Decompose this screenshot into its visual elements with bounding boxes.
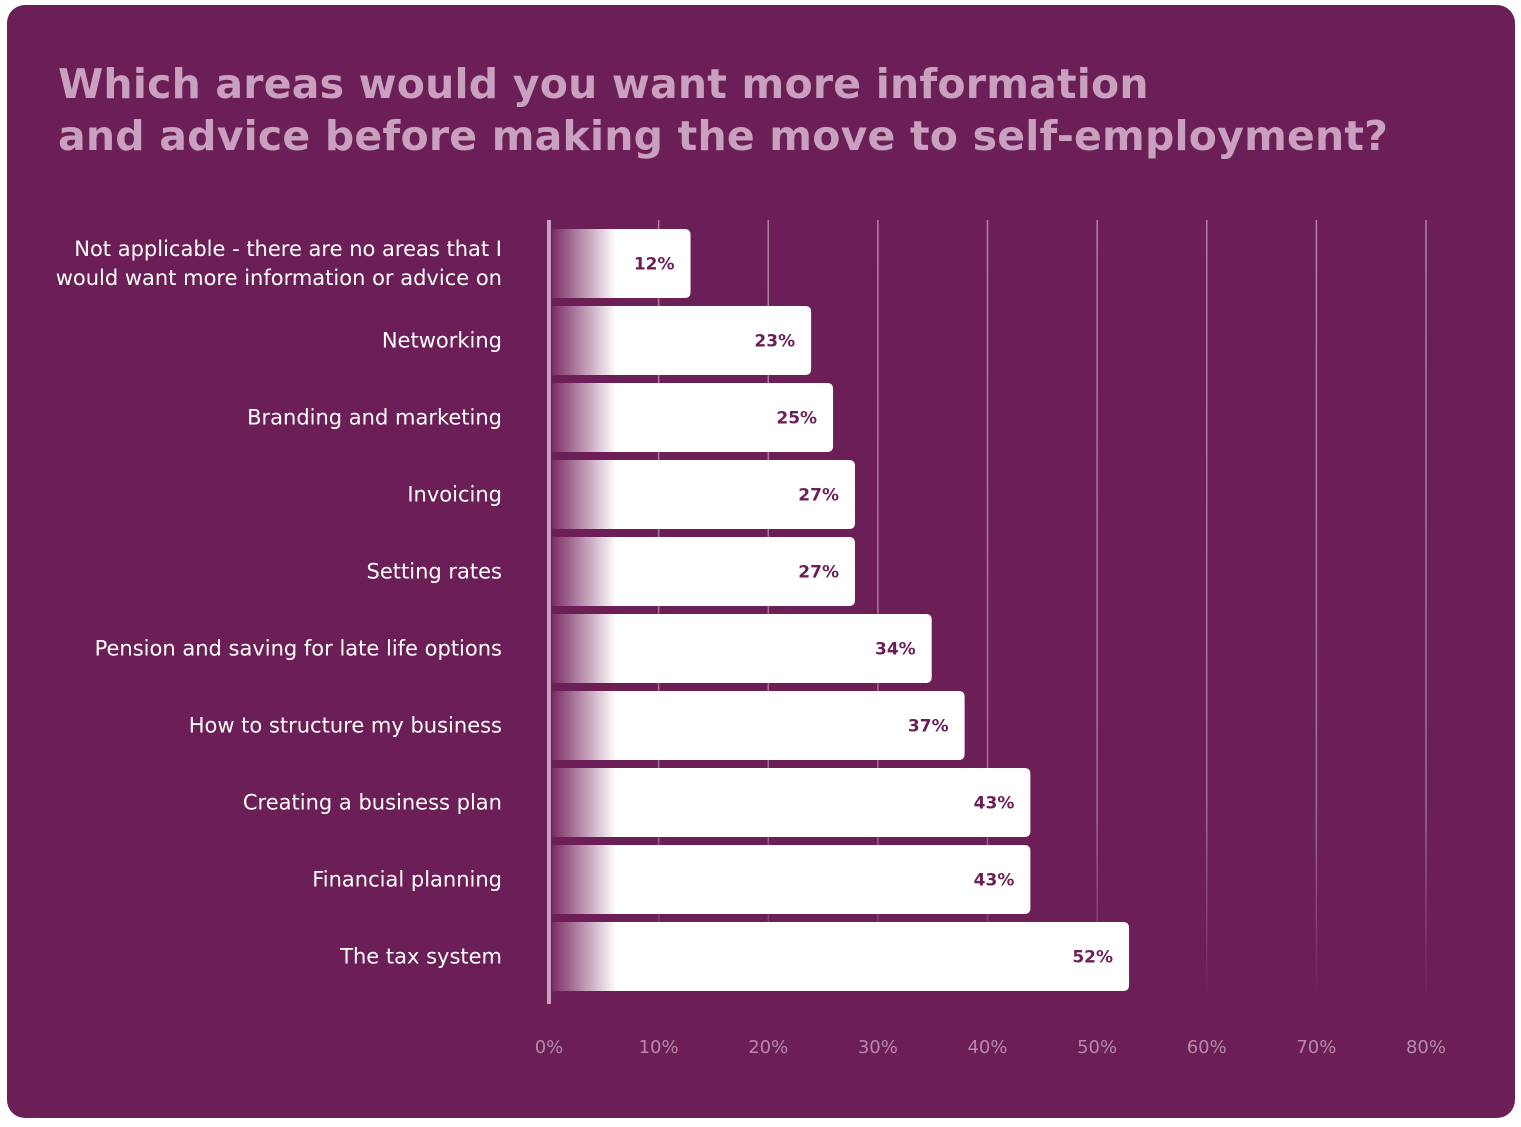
- bar-gradient: [552, 691, 616, 760]
- value-label: 43%: [974, 794, 1015, 814]
- title-line-2: and advice before making the move to sel…: [58, 112, 1389, 160]
- category-label: The tax system: [339, 945, 502, 969]
- bar-gradient: [552, 229, 616, 298]
- value-label: 27%: [798, 486, 839, 506]
- category-label: Pension and saving for late life options: [95, 637, 502, 661]
- category-label: How to structure my business: [189, 714, 502, 738]
- value-label: 27%: [798, 563, 839, 583]
- title-line-1: Which areas would you want more informat…: [58, 60, 1149, 108]
- bar-gradient: [552, 537, 616, 606]
- bar-gradient: [552, 845, 616, 914]
- gridlines: [657, 220, 1427, 1000]
- bar-gradient: [552, 768, 616, 837]
- bar: [552, 460, 855, 529]
- bar: [552, 383, 834, 452]
- gridline: [877, 220, 879, 1000]
- gridline: [1425, 220, 1427, 1000]
- category-label: Setting rates: [367, 560, 502, 584]
- category-label: Not applicable - there are no areas that…: [74, 237, 502, 261]
- x-tick-label: 0%: [535, 1037, 564, 1058]
- category-label: Invoicing: [407, 483, 502, 507]
- bars: 12% 23% 25% 27% 27% 34% 37% 43% 43% 52%: [552, 229, 1130, 991]
- value-label: 34%: [875, 640, 916, 660]
- x-tick-label: 50%: [1077, 1037, 1117, 1058]
- value-label: 43%: [974, 871, 1015, 891]
- bar: [552, 614, 932, 683]
- gridline: [1096, 220, 1098, 1000]
- x-tick-label: 10%: [639, 1037, 679, 1058]
- x-axis-ticks: 0% 10% 20% 30% 40% 50% 60% 70% 80%: [535, 1037, 1446, 1058]
- category-label: Financial planning: [312, 868, 502, 892]
- x-tick-label: 60%: [1187, 1037, 1227, 1058]
- bar-gradient: [552, 460, 616, 529]
- value-label: 37%: [908, 717, 949, 737]
- x-tick-label: 80%: [1406, 1037, 1446, 1058]
- category-label: Creating a business plan: [243, 791, 502, 815]
- bar: [552, 845, 1031, 914]
- chart-title: Which areas would you want more informat…: [58, 58, 1388, 162]
- x-tick-label: 20%: [748, 1037, 788, 1058]
- bar: [552, 537, 855, 606]
- gridline: [1315, 220, 1318, 1000]
- category-label: would want more information or advice on: [56, 266, 502, 290]
- bar-gradient: [552, 306, 616, 375]
- x-tick-label: 40%: [967, 1037, 1007, 1058]
- bar: [552, 922, 1130, 991]
- gridline: [986, 220, 989, 1000]
- bar: [552, 306, 812, 375]
- bar-gradient: [552, 614, 616, 683]
- gridline: [767, 220, 769, 1000]
- x-tick-label: 70%: [1296, 1037, 1336, 1058]
- gridline: [1206, 220, 1208, 1000]
- category-labels: Not applicable - there are no areas that…: [56, 237, 502, 969]
- bar: [552, 691, 965, 760]
- x-tick-label: 30%: [858, 1037, 898, 1058]
- value-label: 23%: [754, 332, 795, 352]
- value-label: 25%: [776, 409, 817, 429]
- category-label: Networking: [382, 329, 502, 353]
- category-label: Branding and marketing: [247, 406, 502, 430]
- bar: [552, 768, 1031, 837]
- value-label: 52%: [1072, 948, 1113, 968]
- gridline: [657, 220, 660, 1000]
- value-label: 12%: [634, 255, 675, 275]
- bar-gradient: [552, 922, 616, 991]
- bar-gradient: [552, 383, 616, 452]
